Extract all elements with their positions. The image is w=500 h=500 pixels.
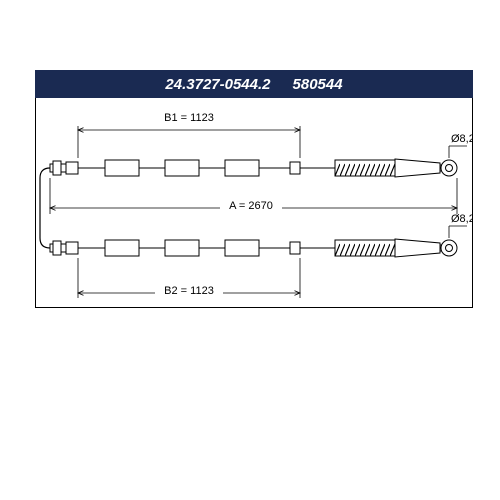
top-spring [300,160,395,176]
top-end-fitting [395,159,457,177]
diameter-bottom-label: Ø8,2 [451,213,473,225]
page: 24.3727-0544.2 580544 [0,0,500,500]
top-sleeve-3 [225,160,259,176]
dimension-b1: B1 = 1123 [78,110,300,158]
top-sleeve-2 [165,160,199,176]
bottom-sleeve-2 [165,240,199,256]
u-bend [40,168,50,248]
bottom-sleeve-3 [225,240,259,256]
diameter-top-label: Ø8,2 [451,133,473,145]
top-collar [290,162,300,174]
top-left-fitting [50,161,78,175]
a-label: A = 2670 [229,200,273,212]
bottom-collar [290,242,300,254]
bottom-sleeve-1 [105,240,139,256]
dimension-a: A = 2670 [50,178,457,214]
ref-number: 580544 [293,76,343,93]
top-sleeve-1 [105,160,139,176]
dimension-b2: B2 = 1123 [78,258,300,298]
b2-label: B2 = 1123 [164,285,214,297]
diameter-bottom: Ø8,2 [449,213,473,238]
technical-diagram: B1 = 1123 A = 2670 B2 = 1123 Ø8,2 [35,98,473,308]
bottom-left-fitting [50,241,78,255]
part-number: 24.3727-0544.2 [165,76,270,93]
bottom-spring [300,240,395,256]
diameter-top: Ø8,2 [449,133,473,158]
header-bar: 24.3727-0544.2 580544 [35,70,473,98]
bottom-end-fitting [395,239,457,257]
b1-label: B1 = 1123 [164,112,214,124]
